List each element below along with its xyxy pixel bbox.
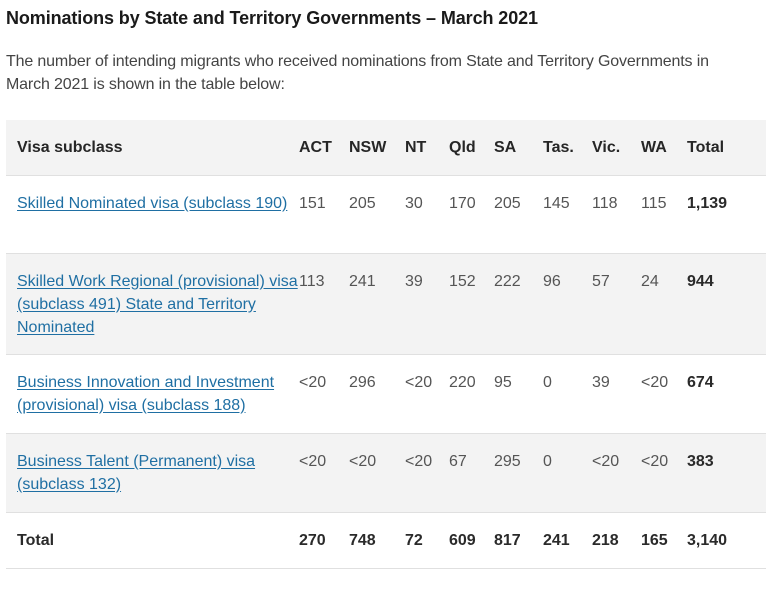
cell-nt: 39 [405, 253, 449, 355]
header-act: ACT [299, 120, 349, 176]
cell-total: 383 [687, 433, 766, 513]
cell-wa: 24 [641, 253, 687, 355]
cell-vic: 118 [592, 175, 641, 254]
header-visa-subclass: Visa subclass [6, 120, 299, 176]
cell-tas: 0 [543, 433, 592, 513]
intro-paragraph: The number of intending migrants who rec… [6, 53, 709, 93]
visa-link-subclass-132[interactable]: Business Talent (Permanent) visa (subcla… [17, 452, 256, 493]
cell-act: 113 [299, 253, 349, 355]
visa-link-subclass-188[interactable]: Business Innovation and Investment (prov… [17, 373, 275, 414]
table-row: Business Innovation and Investment (prov… [6, 354, 766, 434]
header-nsw: NSW [349, 120, 405, 176]
visa-subclass-cell: Skilled Nominated visa (subclass 190) [6, 175, 299, 254]
visa-link-subclass-190[interactable]: Skilled Nominated visa (subclass 190) [17, 194, 288, 212]
table-row: Business Talent (Permanent) visa (subcla… [6, 433, 766, 513]
cell-act: <20 [299, 433, 349, 513]
cell-wa: <20 [641, 433, 687, 513]
cell-vic: <20 [592, 433, 641, 513]
total-tas: 241 [543, 512, 592, 569]
total-nsw: 748 [349, 512, 405, 569]
total-label: Total [6, 512, 299, 569]
cell-sa: 205 [494, 175, 543, 254]
header-qld: Qld [449, 120, 494, 176]
cell-sa: 95 [494, 354, 543, 434]
table-total-row: Total 270 748 72 609 817 241 218 165 3,1… [6, 512, 766, 569]
cell-qld: 170 [449, 175, 494, 254]
total-wa: 165 [641, 512, 687, 569]
table-row: Skilled Work Regional (provisional) visa… [6, 253, 766, 355]
cell-act: 151 [299, 175, 349, 254]
cell-qld: 220 [449, 354, 494, 434]
cell-sa: 222 [494, 253, 543, 355]
visa-subclass-cell: Business Innovation and Investment (prov… [6, 354, 299, 434]
cell-tas: 0 [543, 354, 592, 434]
cell-vic: 57 [592, 253, 641, 355]
cell-qld: 152 [449, 253, 494, 355]
nominations-table: Visa subclass ACT NSW NT Qld SA Tas. Vic… [6, 120, 766, 569]
total-grand: 3,140 [687, 512, 766, 569]
cell-total: 674 [687, 354, 766, 434]
header-total: Total [687, 120, 766, 176]
page-title: Nominations by State and Territory Gover… [6, 8, 538, 28]
cell-nsw: <20 [349, 433, 405, 513]
cell-total: 944 [687, 253, 766, 355]
total-nt: 72 [405, 512, 449, 569]
visa-link-subclass-491[interactable]: Skilled Work Regional (provisional) visa… [17, 272, 298, 336]
table-row: Skilled Nominated visa (subclass 190) 15… [6, 175, 766, 254]
cell-act: <20 [299, 354, 349, 434]
cell-nsw: 296 [349, 354, 405, 434]
header-sa: SA [494, 120, 543, 176]
cell-vic: 39 [592, 354, 641, 434]
total-sa: 817 [494, 512, 543, 569]
cell-wa: <20 [641, 354, 687, 434]
cell-total: 1,139 [687, 175, 766, 254]
visa-subclass-cell: Skilled Work Regional (provisional) visa… [6, 253, 299, 355]
cell-tas: 96 [543, 253, 592, 355]
total-act: 270 [299, 512, 349, 569]
table-header-row: Visa subclass ACT NSW NT Qld SA Tas. Vic… [6, 120, 766, 176]
cell-tas: 145 [543, 175, 592, 254]
header-wa: WA [641, 120, 687, 176]
total-vic: 218 [592, 512, 641, 569]
cell-wa: 115 [641, 175, 687, 254]
total-qld: 609 [449, 512, 494, 569]
cell-nsw: 205 [349, 175, 405, 254]
cell-nt: <20 [405, 354, 449, 434]
cell-qld: 67 [449, 433, 494, 513]
cell-sa: 295 [494, 433, 543, 513]
cell-nt: 30 [405, 175, 449, 254]
visa-subclass-cell: Business Talent (Permanent) visa (subcla… [6, 433, 299, 513]
header-nt: NT [405, 120, 449, 176]
cell-nt: <20 [405, 433, 449, 513]
header-tas: Tas. [543, 120, 592, 176]
cell-nsw: 241 [349, 253, 405, 355]
header-vic: Vic. [592, 120, 641, 176]
